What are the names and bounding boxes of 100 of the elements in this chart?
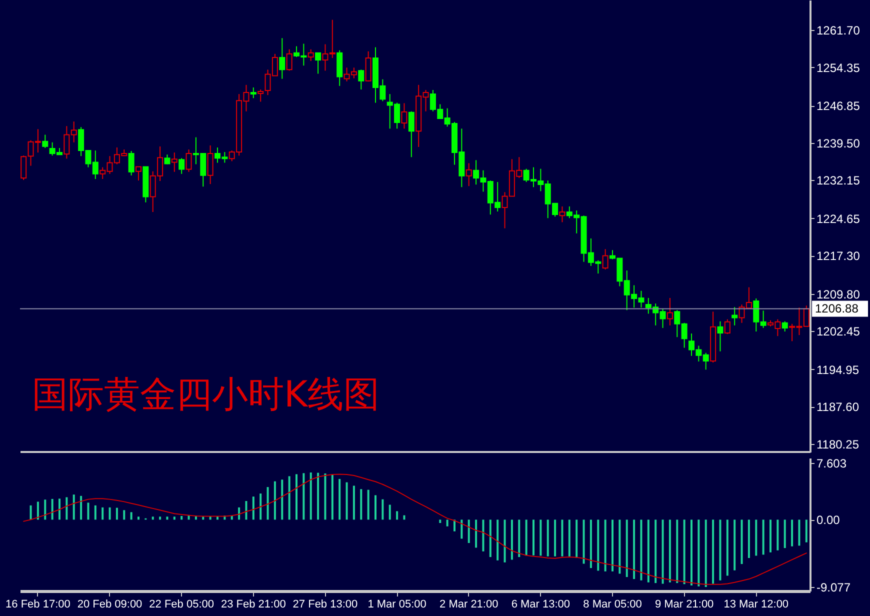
bar [712,520,714,584]
bar [374,495,376,520]
y-tick-label: -9.077 [816,580,851,595]
bar [396,511,398,520]
y-tick-label: 1261.70 [816,24,860,38]
candlestick [258,88,264,102]
x-tick-label: 20 Feb 09:00 [77,598,142,610]
bar [72,494,75,520]
bar [748,520,750,558]
candlestick [408,110,414,158]
y-tick-label: 1180.25 [816,438,860,452]
bar [302,473,305,520]
bar [704,520,707,588]
candlestick [136,166,142,181]
bar [352,486,355,520]
bar [654,520,657,584]
bar [590,520,592,568]
candlestick [365,50,372,82]
y-tick-label: 1232.15 [816,174,860,188]
candlestick [358,69,364,90]
bar [805,520,808,542]
candlestick [732,306,738,326]
candlestick [42,134,48,148]
bar [719,520,722,580]
y-tick-label: 7.603 [816,456,847,471]
bar [238,507,240,520]
candlestick [559,206,566,223]
bar [784,520,786,548]
bar [116,508,118,520]
bar [755,520,758,556]
bar [152,516,154,520]
candlestick [171,152,178,172]
bar [525,520,528,556]
bar [102,507,104,520]
bar [468,520,470,543]
x-tick-label: 6 Mar 13:00 [511,598,570,610]
bar [87,502,90,520]
bar [166,516,168,520]
bar [454,520,456,532]
y-tick-label: 1202.45 [816,324,860,339]
bar [403,515,406,520]
x-tick-label: 27 Feb 13:00 [292,598,358,610]
candlestick [602,248,608,270]
bar [798,520,800,546]
candlestick [207,144,214,185]
bar [30,505,32,520]
bar [94,505,96,520]
bar [640,520,642,580]
bar [496,520,499,560]
bar [791,520,794,546]
bar [561,520,564,556]
candlestick [308,48,314,62]
bar [317,472,320,520]
bar [633,520,636,580]
bar [388,504,391,520]
candlestick [666,297,673,326]
y-tick-label: 1239.50 [816,136,860,150]
y-tick-label: 1187.60 [816,400,860,414]
bar [367,490,370,520]
bar [690,520,692,586]
bar [44,500,46,520]
x-tick-label: 13 Mar 12:00 [724,598,789,610]
y-tick-label: 1246.85 [816,99,860,113]
x-tick-label: 1 Mar 05:00 [368,598,426,610]
bar [338,478,341,520]
bar [138,516,140,520]
bar [346,482,348,520]
bar [460,520,463,539]
bar [266,487,269,520]
x-tick-label: 9 Mar 21:00 [654,598,714,610]
bar [310,472,312,520]
y-tick-label: 1254.35 [816,60,860,75]
bar [740,520,743,564]
bar [576,520,578,558]
bar [108,507,111,520]
bar [770,520,772,552]
bar [439,520,442,524]
bar [597,520,600,571]
bar [331,474,334,520]
bar [260,494,262,520]
candlestick [286,48,292,72]
bar [532,520,534,556]
bar [698,520,700,586]
bar [662,520,664,584]
candlestick [724,318,730,335]
bar [546,520,549,556]
bar [582,520,585,564]
bar [51,498,54,520]
line-series [23,474,807,585]
candlestick [315,52,322,74]
x-tick-label: 22 Feb 05:00 [149,598,214,610]
bar [252,496,254,520]
bar [80,496,82,520]
x-tick-label: 23 Feb 21:00 [220,598,286,610]
bar [202,516,204,520]
y-tick-label: 1194.95 [816,362,860,377]
bar [324,473,326,520]
candlestick [782,320,788,332]
bar [360,489,362,520]
y-tick-label: 1224.65 [816,212,860,226]
